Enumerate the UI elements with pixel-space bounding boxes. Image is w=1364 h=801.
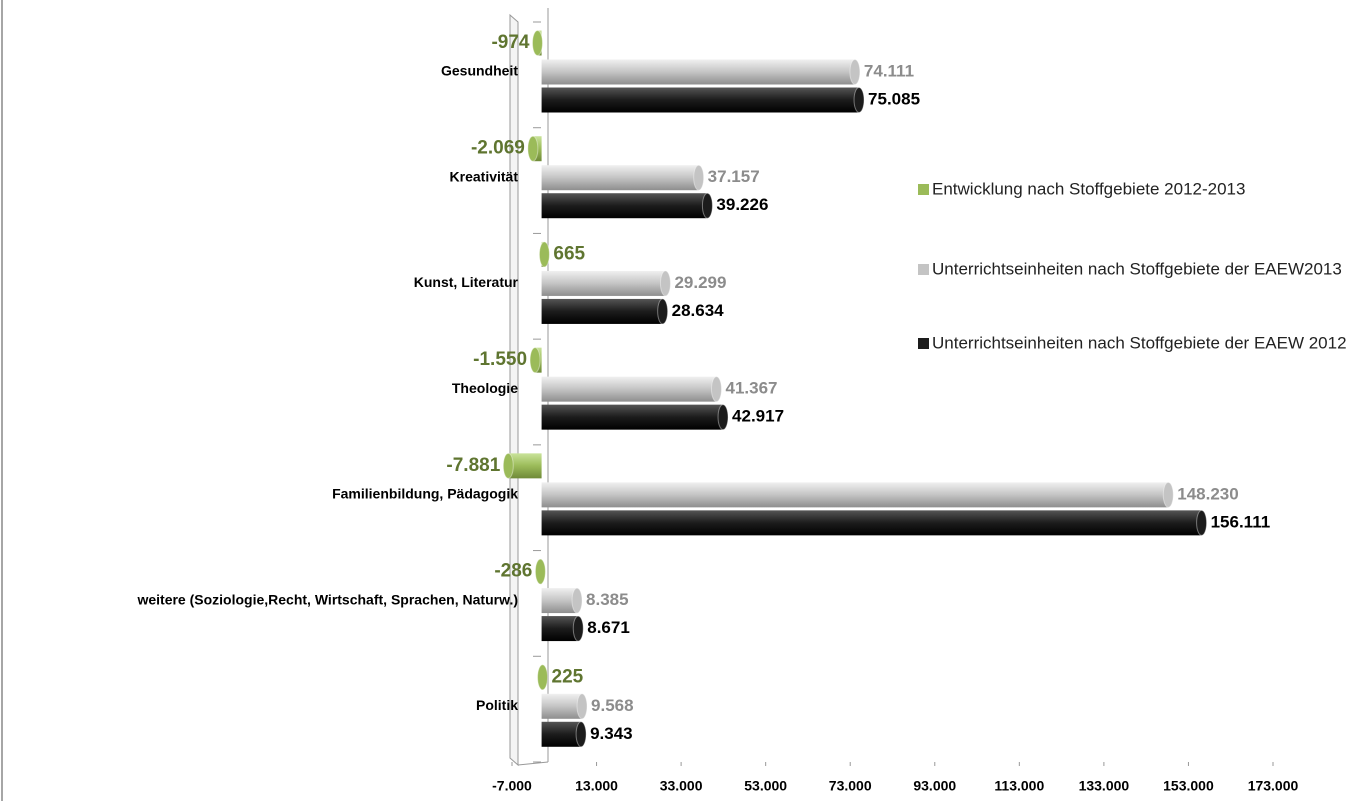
category-label: Kreativität: [450, 168, 519, 184]
bar-cap: [527, 135, 539, 162]
bar: [541, 165, 699, 191]
data-label: 42.917: [732, 407, 784, 426]
data-label: 9.343: [590, 724, 633, 743]
data-label: -974: [491, 32, 529, 53]
data-label: 8.385: [586, 590, 629, 609]
data-label: 28.634: [672, 301, 725, 320]
x-tick-label: 113.000: [994, 778, 1044, 794]
bar: [541, 693, 583, 719]
bar-cap: [537, 664, 549, 691]
bar-cap: [571, 587, 583, 614]
data-label: -1.550: [473, 349, 527, 370]
bar-cap: [538, 241, 550, 268]
bar-cap: [659, 270, 671, 297]
bar-cap: [502, 452, 514, 479]
data-label: -2.069: [471, 138, 525, 159]
data-label: 37.157: [708, 167, 760, 186]
axis-floor: [517, 761, 549, 766]
data-label: 148.230: [1177, 484, 1238, 503]
x-tick-label: 153.000: [1163, 778, 1214, 794]
bar: [541, 482, 1169, 508]
x-tick-label: 133.000: [1079, 778, 1130, 794]
data-label: 29.299: [674, 273, 726, 292]
data-label: 665: [553, 243, 585, 264]
data-label: 39.226: [716, 195, 768, 214]
bar-cap: [849, 59, 861, 85]
x-tick-label: 13.000: [575, 778, 618, 794]
x-tick-label: -7.000: [492, 778, 532, 794]
legend-label: Unterrichtseinheiten nach Stoffgebiete d…: [932, 333, 1347, 352]
category-label: Politik: [476, 697, 518, 713]
bar: [541, 404, 724, 430]
legend-swatch: [918, 184, 929, 195]
category-label: Familienbildung, Pädagogik: [332, 486, 518, 502]
bar-cap: [534, 558, 546, 585]
bar: [541, 298, 663, 324]
x-tick-label: 73.000: [829, 778, 872, 794]
category-label: Gesundheit: [441, 63, 518, 79]
bar-cap: [529, 347, 541, 374]
bar-cap: [575, 721, 587, 748]
bar: [541, 721, 582, 747]
category-label: Kunst, Literatur: [414, 274, 519, 290]
bar-cap: [1196, 509, 1208, 536]
bar-cap: [710, 376, 722, 403]
x-tick-label: 33.000: [660, 778, 703, 794]
data-label: 9.568: [591, 696, 634, 715]
data-label: 75.085: [868, 89, 920, 108]
x-tick-label: 93.000: [913, 778, 956, 794]
data-label: -7.881: [446, 455, 500, 476]
x-tick-label: 53.000: [744, 778, 787, 794]
bar: [541, 616, 579, 642]
bar: [541, 510, 1202, 536]
data-label: -286: [494, 561, 532, 582]
legend-label: Entwicklung nach Stoffgebiete 2012-2013: [932, 179, 1245, 198]
category-label: Theologie: [452, 380, 518, 396]
bar-cap: [657, 298, 669, 325]
bar-cap: [576, 693, 588, 720]
bar-cap: [853, 87, 865, 113]
legend-label: Unterrichtseinheiten nach Stoffgebiete d…: [932, 259, 1342, 278]
bar-cap: [1162, 481, 1174, 508]
data-label: 225: [552, 666, 584, 687]
bar: [541, 193, 708, 219]
bar: [508, 453, 542, 479]
bar: [541, 87, 860, 113]
x-tick-label: 173.000: [1248, 778, 1299, 794]
data-label: 8.671: [587, 618, 630, 637]
legend-swatch: [918, 264, 929, 275]
bar-cap: [531, 30, 543, 56]
data-label: 41.367: [725, 379, 777, 398]
data-label: 74.111: [864, 61, 914, 80]
bar: [541, 588, 578, 614]
bar-cap: [701, 192, 713, 219]
data-label: 156.111: [1211, 512, 1271, 531]
bar-cap: [572, 615, 584, 642]
bar-cap: [717, 404, 729, 431]
category-label: weitere (Soziologie,Recht, Wirtschaft, S…: [136, 591, 518, 607]
bar-cap: [693, 164, 705, 191]
bar: [541, 376, 717, 402]
legend-swatch: [918, 338, 929, 349]
bar: [541, 59, 855, 85]
bar: [541, 270, 666, 296]
